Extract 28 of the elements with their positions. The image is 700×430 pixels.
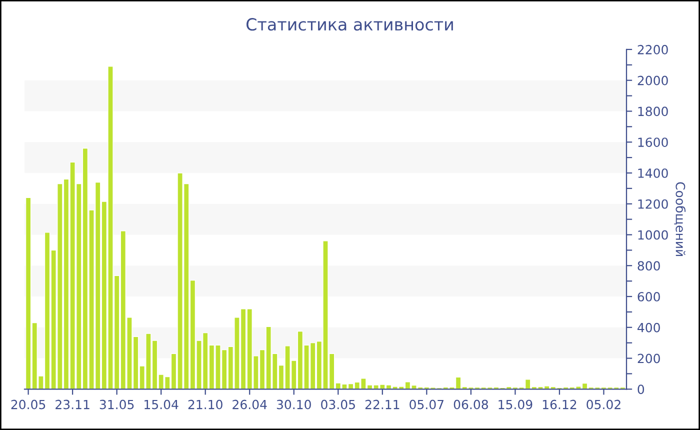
x-tick-label: 22.11 xyxy=(365,400,400,410)
y-tick-label: 800 xyxy=(638,261,660,271)
x-tick-label: 20.05 xyxy=(11,400,46,410)
x-tick-label: 31.05 xyxy=(100,400,134,410)
x-tick-label: 15.04 xyxy=(144,400,178,410)
y-tick-label: 1400 xyxy=(638,168,668,178)
y-tick-label: 0 xyxy=(638,384,644,394)
y-axis-title: Сообщений xyxy=(674,182,686,256)
x-tick-label: 05.02 xyxy=(586,400,620,410)
y-tick-label: 200 xyxy=(638,354,660,364)
chart-title: Статистика активности xyxy=(246,18,453,31)
y-tick-label: 1200 xyxy=(638,199,668,209)
x-tick-label: 16.12 xyxy=(542,400,576,410)
x-tick-label: 21.10 xyxy=(188,400,222,410)
y-tick-label: 2200 xyxy=(638,44,668,54)
y-tick-label: 1600 xyxy=(638,138,668,148)
x-tick-label: 30.10 xyxy=(276,400,311,410)
y-tick-label: 400 xyxy=(638,322,660,332)
y-tick-label: 1800 xyxy=(638,106,668,116)
y-tick-label: 600 xyxy=(638,292,660,302)
x-tick-label: 06.08 xyxy=(454,400,488,410)
x-tick-label: 26.04 xyxy=(232,400,267,410)
x-tick-label: 05.07 xyxy=(410,400,444,410)
x-tick-label: 03.05 xyxy=(321,400,355,410)
y-tick-label: 1000 xyxy=(638,230,668,240)
x-tick-label: 15.09 xyxy=(498,400,532,410)
y-tick-label: 2000 xyxy=(638,76,668,86)
x-tick-label: 23.11 xyxy=(56,400,90,410)
